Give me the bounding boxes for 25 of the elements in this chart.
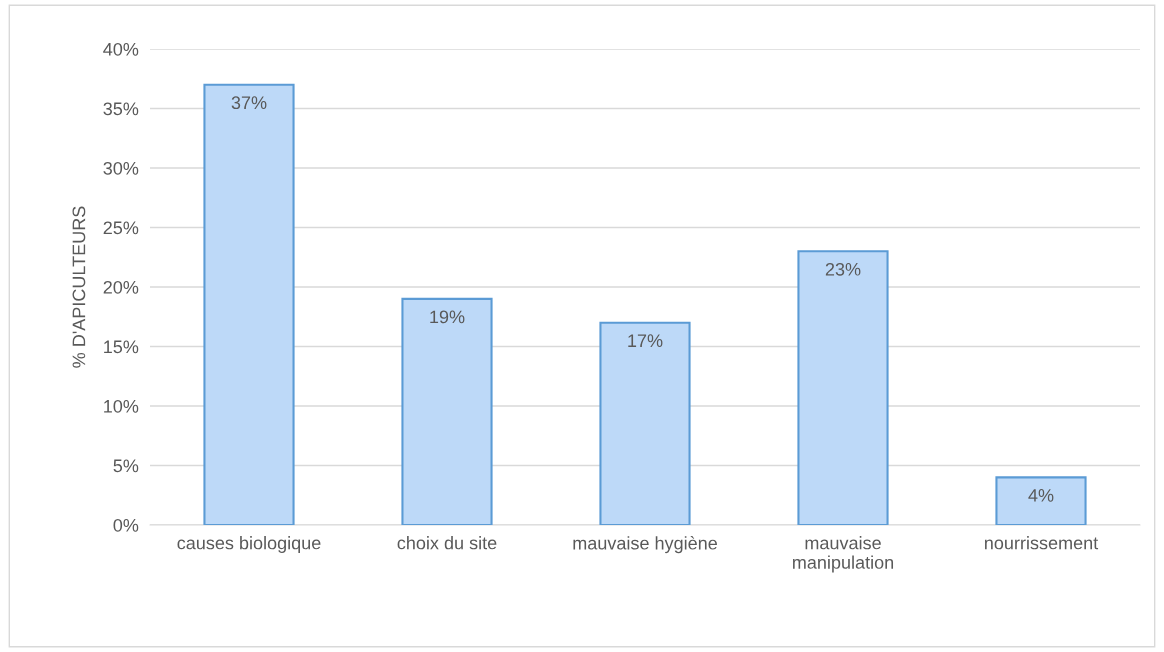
y-tick-label: 5% <box>113 459 139 473</box>
bar <box>401 297 493 525</box>
x-tick-label: choix du site <box>397 536 497 550</box>
y-tick-label: 30% <box>103 161 139 175</box>
x-tick-label: mauvaise manipulation <box>793 536 894 573</box>
y-tick-label: 40% <box>103 42 139 56</box>
data-label: 19% <box>430 310 465 324</box>
x-tick-label: causes biologique <box>177 536 321 553</box>
y-tick-label: 25% <box>103 221 139 235</box>
y-axis-title: % D'APICULTEURS <box>72 206 86 368</box>
bar <box>797 250 889 525</box>
data-label: 4% <box>1028 489 1054 502</box>
y-tick-label: 35% <box>103 102 139 116</box>
data-label: 17% <box>628 334 663 347</box>
y-tick-label: 15% <box>104 340 139 354</box>
x-tick-label: mauvaise hygiène <box>573 536 717 554</box>
bar <box>995 476 1087 525</box>
y-tick-label: 20% <box>103 280 139 294</box>
data-label: 37% <box>231 96 267 110</box>
bar <box>203 83 295 525</box>
x-tick-label: nourrissement <box>985 536 1099 550</box>
data-label: 23% <box>825 262 861 276</box>
y-tick-label: 0% <box>113 518 139 532</box>
y-tick-label: 10% <box>104 399 139 413</box>
bar <box>599 321 691 525</box>
